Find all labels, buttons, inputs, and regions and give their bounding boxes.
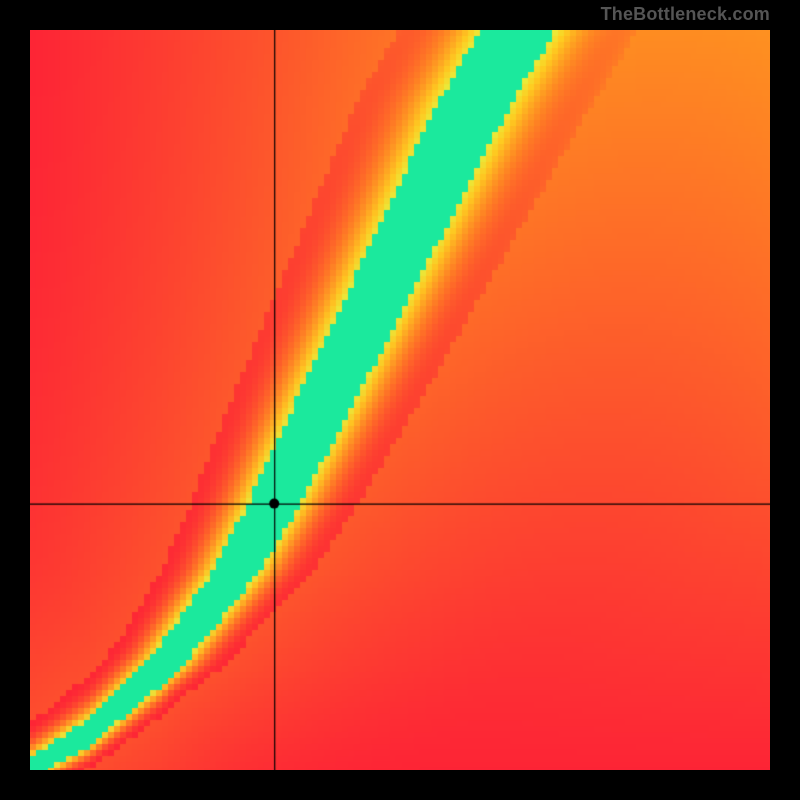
heatmap-plot [30, 30, 770, 770]
page-root: TheBottleneck.com [0, 0, 800, 800]
watermark-text: TheBottleneck.com [601, 4, 770, 25]
heatmap-canvas [30, 30, 770, 770]
